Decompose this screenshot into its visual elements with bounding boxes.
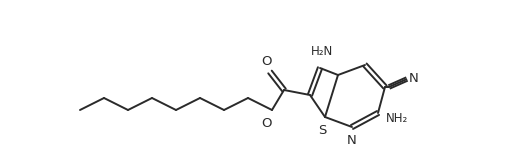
Text: N: N	[409, 72, 419, 85]
Text: O: O	[262, 55, 272, 68]
Text: N: N	[347, 134, 357, 147]
Text: NH₂: NH₂	[386, 112, 408, 125]
Text: S: S	[318, 124, 326, 137]
Text: O: O	[262, 117, 272, 130]
Text: H₂N: H₂N	[311, 45, 333, 58]
